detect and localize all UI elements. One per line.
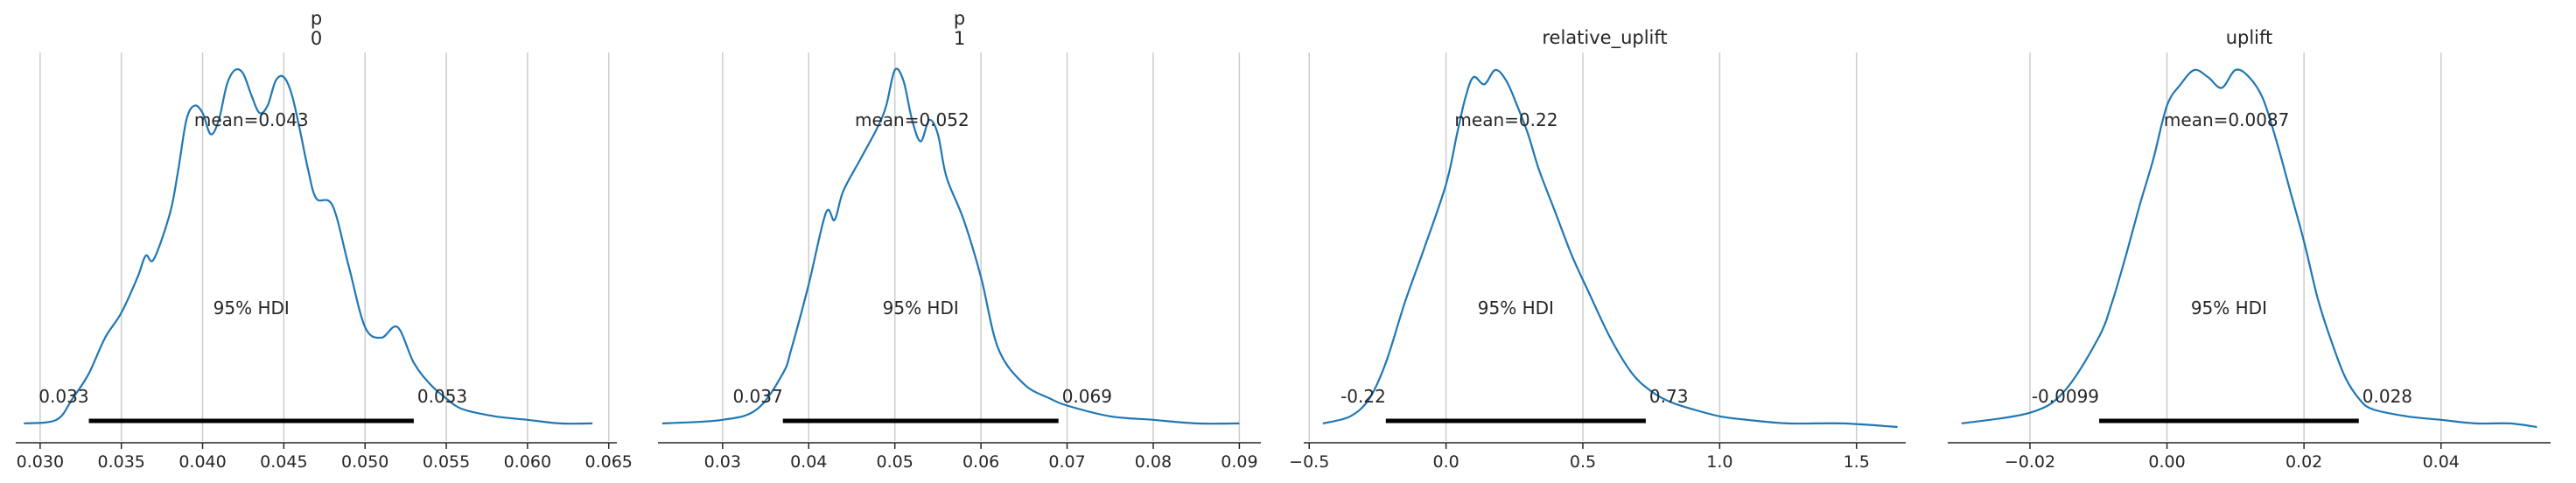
x-tick-label: 0.0 — [1433, 452, 1460, 472]
x-tick-label: −0.02 — [2005, 452, 2055, 472]
panel-2: −0.5 0.0 0.5 1.0 1.5 relative_uplift mean=0.22… — [1289, 27, 1906, 472]
x-tick-label: 0.09 — [1221, 452, 1257, 472]
x-tick-label: 0.060 — [504, 452, 551, 472]
hdi-upper-label: 0.069 — [1062, 386, 1112, 407]
hdi-upper-label: 0.73 — [1649, 386, 1689, 407]
hdi-label: 95% HDI — [214, 298, 290, 318]
x-tick-label: −0.5 — [1289, 452, 1329, 472]
x-tick-label: 0.07 — [1048, 452, 1085, 472]
x-tick-label: 0.04 — [790, 452, 827, 472]
x-tick-label: 1.0 — [1706, 452, 1732, 472]
panel-1: 0.03 0.04 0.05 0.06 0.07 0.08 0.09 p 1 mean=0.052… — [658, 8, 1261, 472]
x-tick-label: 0.5 — [1570, 452, 1596, 472]
density-curve — [1322, 68, 1898, 429]
x-tick-label: 1.5 — [1844, 452, 1870, 472]
x-tick-label: 0.05 — [877, 452, 914, 472]
x-tick-label: 0.045 — [260, 452, 307, 472]
density-curve — [662, 67, 1240, 425]
hdi-label: 95% HDI — [2191, 298, 2267, 318]
hdi-upper-label: 0.053 — [417, 386, 467, 407]
x-tick-label: 0.03 — [704, 452, 741, 472]
hdi-lower-label: -0.0099 — [2032, 386, 2099, 407]
x-tick-label: 0.040 — [178, 452, 226, 472]
mean-label: mean=0.052 — [855, 109, 970, 130]
x-tick-label: 0.030 — [17, 452, 64, 472]
x-tick-label: 0.04 — [2423, 452, 2460, 472]
hdi-lower-label: -0.22 — [1340, 386, 1386, 407]
x-tick-label: 0.02 — [2286, 452, 2322, 472]
x-tick-label: 0.06 — [962, 452, 999, 472]
x-tick-label: 0.00 — [2148, 452, 2185, 472]
hdi-upper-label: 0.028 — [2362, 386, 2412, 407]
x-tick-label: 0.055 — [423, 452, 470, 472]
panel-title: uplift — [2226, 27, 2273, 48]
panel-title: relative_uplift — [1542, 27, 1667, 49]
panel-0: 0.030 0.035 0.040 0.045 0.050 0.055 0.060 0.065… — [16, 8, 633, 472]
panel-3: −0.02 0.00 0.02 0.04 uplift mean=0.0087 95% HD… — [1948, 27, 2551, 472]
x-tick-label: 0.065 — [585, 452, 633, 472]
hdi-label: 95% HDI — [1478, 298, 1554, 318]
mean-label: mean=0.043 — [194, 109, 309, 130]
x-tick-label: 0.050 — [341, 452, 388, 472]
density-curve — [24, 68, 593, 425]
x-tick-label: 0.035 — [97, 452, 144, 472]
hdi-lower-label: 0.033 — [38, 386, 88, 407]
x-tick-label: 0.08 — [1135, 452, 1172, 472]
hdi-label: 95% HDI — [883, 298, 959, 318]
mean-label: mean=0.0087 — [2164, 109, 2289, 130]
mean-label: mean=0.22 — [1454, 109, 1558, 130]
hdi-lower-label: 0.037 — [732, 386, 782, 407]
density-curve — [1961, 68, 2538, 429]
